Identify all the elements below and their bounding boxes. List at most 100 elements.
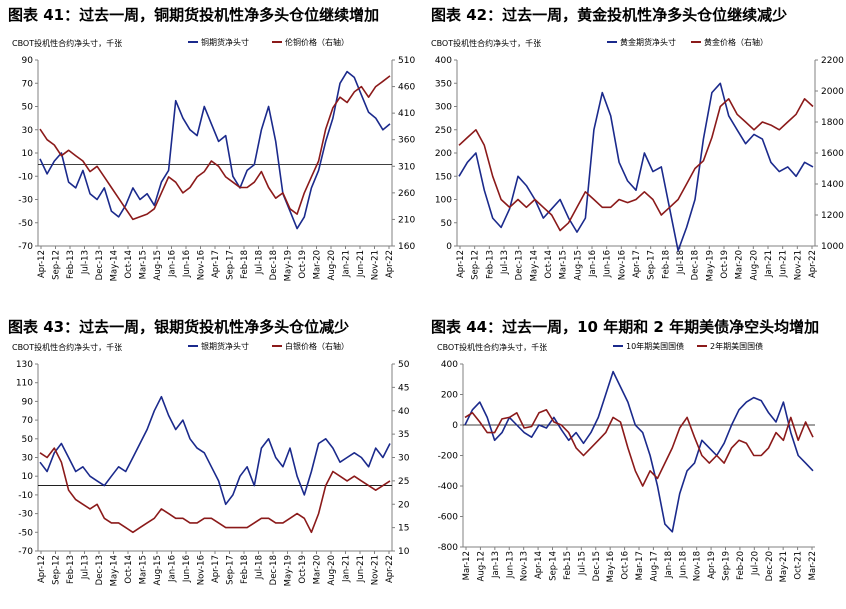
- series-line: [39, 447, 391, 534]
- x-tick-label: Sep-17: [226, 555, 236, 585]
- x-tick-label: Aug-15: [153, 555, 163, 585]
- y-tick-label-left: -200: [438, 452, 459, 462]
- y-tick-label-left: 350: [435, 79, 452, 89]
- x-tick-label: Sep-12: [52, 250, 62, 280]
- x-tick-label: Aug-15: [573, 250, 583, 280]
- x-tick-label: Aug-12: [476, 551, 486, 581]
- y-tick-label-right: 25: [398, 477, 409, 487]
- y-tick-label-left: 50: [22, 103, 34, 113]
- x-tick-label: Mar-15: [139, 250, 149, 279]
- y-tick-label-right: 260: [398, 189, 415, 199]
- y-tick-label-right: 1400: [821, 180, 844, 190]
- chart-panel-42: 图表 42：过去一周，黄金投机性净多头仓位继续减少 CBOT投机性合约净头寸，千…: [423, 0, 846, 297]
- x-tick-label: Jun-21: [356, 250, 366, 278]
- y-tick-label-left: -50: [18, 528, 33, 538]
- x-tick-label: May-14: [110, 555, 120, 586]
- chart-canvas: CBOT投机性合约净头寸，千张 130 110 90 70 50 30 10 -10 -30 -50…: [12, 341, 410, 586]
- x-tick-label: Jul-13: [81, 250, 91, 275]
- y-tick-label-left: -30: [18, 196, 33, 206]
- x-tick-label: Nov-21: [371, 250, 381, 280]
- series-line: [39, 70, 391, 230]
- chart-canvas: CBOT投机性合约净头寸，千张4002000-200-400-600-800Ma…: [437, 341, 818, 582]
- y-tick-label-right: 460: [398, 83, 415, 93]
- x-tick-label: Jul-18: [255, 250, 265, 275]
- y-tick-label-right: 35: [398, 430, 409, 440]
- x-tick-label: Jul-18: [676, 250, 686, 275]
- y-tick-label-right: 1200: [821, 211, 844, 221]
- x-tick-label: Jan-13: [491, 551, 501, 579]
- chart-title: 图表 42：过去一周，黄金投机性净多头仓位继续减少: [431, 6, 788, 24]
- y-tick-label-right: 1600: [821, 149, 844, 159]
- x-tick-label: Jan-18: [664, 551, 674, 579]
- y-tick-label-left: 200: [435, 149, 452, 159]
- legend-label: 铜期货净头寸: [201, 37, 249, 47]
- y-tick-label-left: 200: [441, 391, 458, 401]
- x-tick-label: Dec-15: [592, 551, 602, 581]
- y-axis-label: CBOT投机性合约净头寸，千张: [431, 38, 541, 48]
- x-tick-label: Apr-17: [632, 250, 642, 278]
- chart-title: 图表 41：过去一周，铜期货投机性净多头仓位继续增加: [8, 6, 380, 24]
- x-tick-label: Oct-19: [298, 250, 308, 279]
- y-tick-label-right: 2000: [821, 87, 844, 97]
- x-tick-label: Mar-17: [635, 551, 645, 580]
- legend-label: 10年期美国国债: [626, 341, 684, 351]
- chart-canvas: CBOT投机性合约净头寸，千张 90 70 50 30 10 -10 -30 -50 -70 510…: [12, 37, 415, 281]
- x-tick-label: Jun-18: [678, 551, 688, 579]
- y-tick-label-right: 40: [398, 407, 410, 417]
- x-tick-label: Jan-16: [168, 250, 178, 278]
- x-tick-label: Sep-14: [549, 551, 559, 581]
- series-line: [458, 82, 814, 252]
- y-tick-label-left: -800: [438, 543, 459, 553]
- x-tick-label: Oct-19: [298, 555, 308, 584]
- x-tick-label: Nov-16: [617, 250, 627, 280]
- x-tick-label: Jun-16: [182, 250, 192, 278]
- x-tick-label: Oct-14: [124, 555, 134, 584]
- x-tick-label: Jan-16: [168, 555, 178, 583]
- y-tick-label-left: 50: [22, 435, 34, 445]
- x-tick-label: Jul-13: [81, 555, 91, 580]
- legend-label: 伦铜价格（右轴）: [285, 37, 349, 47]
- x-tick-label: Jul-15: [577, 551, 587, 576]
- x-tick-label: Mar-20: [313, 250, 323, 279]
- y-tick-label-right: 1800: [821, 118, 844, 128]
- y-tick-label-right: 410: [398, 109, 415, 119]
- x-tick-label: Oct-21: [794, 551, 804, 580]
- y-tick-label-left: -50: [18, 219, 33, 229]
- x-tick-label: May-14: [529, 250, 539, 281]
- x-tick-label: Mar-12: [462, 551, 472, 580]
- x-tick-label: Jan-21: [764, 250, 774, 278]
- x-tick-label: Apr-12: [456, 250, 466, 278]
- x-tick-label: Feb-15: [563, 551, 573, 580]
- x-tick-label: Apr-17: [211, 555, 221, 583]
- x-tick-label: Jun-13: [505, 551, 515, 579]
- x-tick-label: Dec-18: [691, 250, 701, 280]
- legend-label: 白银价格（右轴）: [285, 341, 349, 351]
- x-tick-label: Dec-13: [515, 250, 525, 280]
- x-tick-label: Oct-16: [621, 551, 631, 580]
- x-tick-label: Aug-20: [749, 250, 759, 280]
- y-tick-label-left: -400: [438, 482, 459, 492]
- x-tick-label: Jan-16: [588, 250, 598, 278]
- y-tick-label-right: 50: [398, 360, 410, 370]
- x-tick-label: Nov-13: [520, 551, 530, 581]
- y-tick-label-left: 110: [16, 379, 33, 389]
- x-tick-label: Dec-18: [269, 555, 279, 585]
- x-tick-label: Feb-13: [485, 250, 495, 279]
- x-tick-label: Aug-20: [327, 250, 337, 280]
- x-tick-label: Sep-17: [226, 250, 236, 280]
- y-tick-label-left: 10: [22, 149, 34, 159]
- y-tick-label-left: 30: [22, 454, 34, 464]
- series-line: [39, 75, 391, 221]
- x-tick-label: Sep-12: [471, 250, 481, 280]
- x-tick-label: May-19: [284, 250, 294, 281]
- series-line: [464, 409, 814, 487]
- y-tick-label-left: -10: [18, 172, 33, 182]
- x-tick-label: Jun-21: [356, 555, 366, 583]
- x-tick-label: Mar-15: [139, 555, 149, 584]
- y-tick-label-left: 70: [22, 79, 34, 89]
- y-tick-label-left: 300: [435, 103, 452, 113]
- x-tick-label: Sep-19: [722, 551, 732, 581]
- y-tick-label-left: 50: [441, 219, 453, 229]
- y-axis-label: CBOT投机性合约净头寸，千张: [12, 38, 122, 48]
- x-tick-label: Oct-19: [720, 250, 730, 279]
